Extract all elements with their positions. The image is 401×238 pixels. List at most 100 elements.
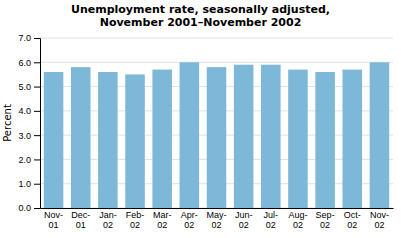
x-tick-label-line: 02 <box>347 220 357 230</box>
x-tick: Nov-02 <box>370 210 389 230</box>
x-tick: Apr-02 <box>181 210 198 230</box>
x-tick-label: Jun-02 <box>235 210 253 230</box>
title-line: Unemployment rate, seasonally adjusted, <box>71 3 330 16</box>
x-tick: Dec-01 <box>71 210 90 230</box>
y-axis-line <box>34 39 41 209</box>
y-axis: 0.0 1.0 2.0 3.0 4.0 5.0 6.0 7.0 <box>18 33 40 213</box>
x-tick-label-line: Jan- <box>99 210 117 220</box>
x-tick-label-line: Sep- <box>316 210 335 220</box>
y-tick-label: 6.0 <box>18 58 31 68</box>
y-tick-label: 5.0 <box>18 82 31 92</box>
x-tick-label: May-02 <box>207 210 227 230</box>
bar <box>342 70 362 208</box>
y-tick-label: 2.0 <box>18 155 31 165</box>
x-tick-label: Jan-02 <box>99 210 117 230</box>
bar <box>207 67 227 208</box>
y-tick: 3.0 <box>18 131 40 141</box>
x-tick-label-line: Nov- <box>44 210 63 220</box>
bar <box>315 72 335 208</box>
x-axis: Nov-01Dec-01Jan-02Feb-02Mar-02Apr-02May-… <box>41 209 394 231</box>
bar <box>234 65 254 208</box>
title: Unemployment rate, seasonally adjusted,N… <box>71 3 330 29</box>
x-tick-label-line: 02 <box>320 220 330 230</box>
bar <box>370 62 390 208</box>
x-tick: Jun-02 <box>235 210 253 230</box>
bar <box>125 74 145 208</box>
x-tick-label-line: 02 <box>239 220 249 230</box>
x-tick-label: Apr-02 <box>181 210 198 230</box>
x-tick-label: Nov-01 <box>44 210 63 230</box>
y-tick-mark <box>34 208 40 209</box>
bar <box>288 70 308 208</box>
x-tick-label-line: 02 <box>374 220 384 230</box>
x-tick: Feb-02 <box>126 210 145 230</box>
x-tick-label-line: Nov- <box>370 210 389 220</box>
x-tick-label: Feb-02 <box>126 210 145 230</box>
y-tick-mark <box>34 184 40 185</box>
x-tick: May-02 <box>207 210 227 230</box>
y-tick-mark <box>34 38 40 39</box>
x-tick-label-line: Oct- <box>344 210 361 220</box>
bar <box>71 67 91 208</box>
x-tick-label-line: Mar- <box>153 210 172 220</box>
y-tick-label: 4.0 <box>18 106 31 116</box>
x-tick-label: Mar-02 <box>153 210 172 230</box>
x-tick: Jul-02 <box>264 210 279 230</box>
bar <box>180 62 200 208</box>
y-tick-mark <box>34 111 40 112</box>
x-tick-label-line: Jun- <box>235 210 253 220</box>
x-tick: Aug-02 <box>288 210 307 230</box>
title-line: November 2001–November 2002 <box>100 16 302 29</box>
y-tick: 6.0 <box>18 58 40 68</box>
y-tick-label: 3.0 <box>18 131 31 141</box>
bar <box>98 72 118 208</box>
y-axis-title: Percent <box>2 104 13 142</box>
y-tick: 4.0 <box>18 106 40 116</box>
bar <box>44 72 64 208</box>
x-tick-label-line: Apr- <box>181 210 198 220</box>
bar <box>152 70 172 208</box>
y-tick-label: 0.0 <box>18 203 31 213</box>
x-tick-label-line: 02 <box>157 220 167 230</box>
x-tick: Mar-02 <box>153 210 172 230</box>
x-tick-label-line: Dec- <box>71 210 90 220</box>
bars <box>44 62 389 208</box>
x-tick: Nov-01 <box>44 210 63 230</box>
y-tick-mark <box>34 87 40 88</box>
y-tick-label: 7.0 <box>18 33 31 43</box>
y-tick: 7.0 <box>18 33 40 43</box>
x-tick-label: Dec-01 <box>71 210 90 230</box>
x-tick-label: Nov-02 <box>370 210 389 230</box>
y-tick-label: 1.0 <box>18 179 31 189</box>
x-tick-label-line: Aug- <box>288 210 307 220</box>
y-tick-mark <box>34 62 40 63</box>
x-tick: Jan-02 <box>99 210 117 230</box>
y-tick: 2.0 <box>18 155 40 165</box>
x-tick-label-line: 02 <box>266 220 276 230</box>
x-axis-line <box>41 208 394 209</box>
bar <box>261 65 281 208</box>
y-tick-mark <box>34 159 40 160</box>
x-tick-label-line: 02 <box>211 220 221 230</box>
grid-line <box>40 38 393 39</box>
x-tick-label: Oct-02 <box>344 210 361 230</box>
y-tick: 5.0 <box>18 82 40 92</box>
x-tick-label-line: Feb- <box>126 210 145 220</box>
grid <box>40 38 393 208</box>
x-tick-label-line: 01 <box>49 220 59 230</box>
x-tick-label-line: May- <box>207 210 227 220</box>
x-tick: Oct-02 <box>344 210 361 230</box>
x-tick-label-line: 02 <box>184 220 194 230</box>
x-tick-label: Jul-02 <box>264 210 279 230</box>
x-tick-label: Aug-02 <box>288 210 307 230</box>
x-tick-label: Sep-02 <box>316 210 335 230</box>
x-tick-label-line: 01 <box>76 220 86 230</box>
x-tick-label-line: 02 <box>293 220 303 230</box>
x-tick: Sep-02 <box>316 210 335 230</box>
chart: Unemployment rate, seasonally adjusted,N… <box>0 0 401 238</box>
x-tick-label-line: 02 <box>130 220 140 230</box>
x-tick-label-line: 02 <box>103 220 113 230</box>
y-tick: 1.0 <box>18 179 40 189</box>
y-tick-mark <box>34 135 40 136</box>
plot: 0.01.02.03.04.05.06.07.0Nov-01Dec-01Jan-… <box>18 33 393 230</box>
